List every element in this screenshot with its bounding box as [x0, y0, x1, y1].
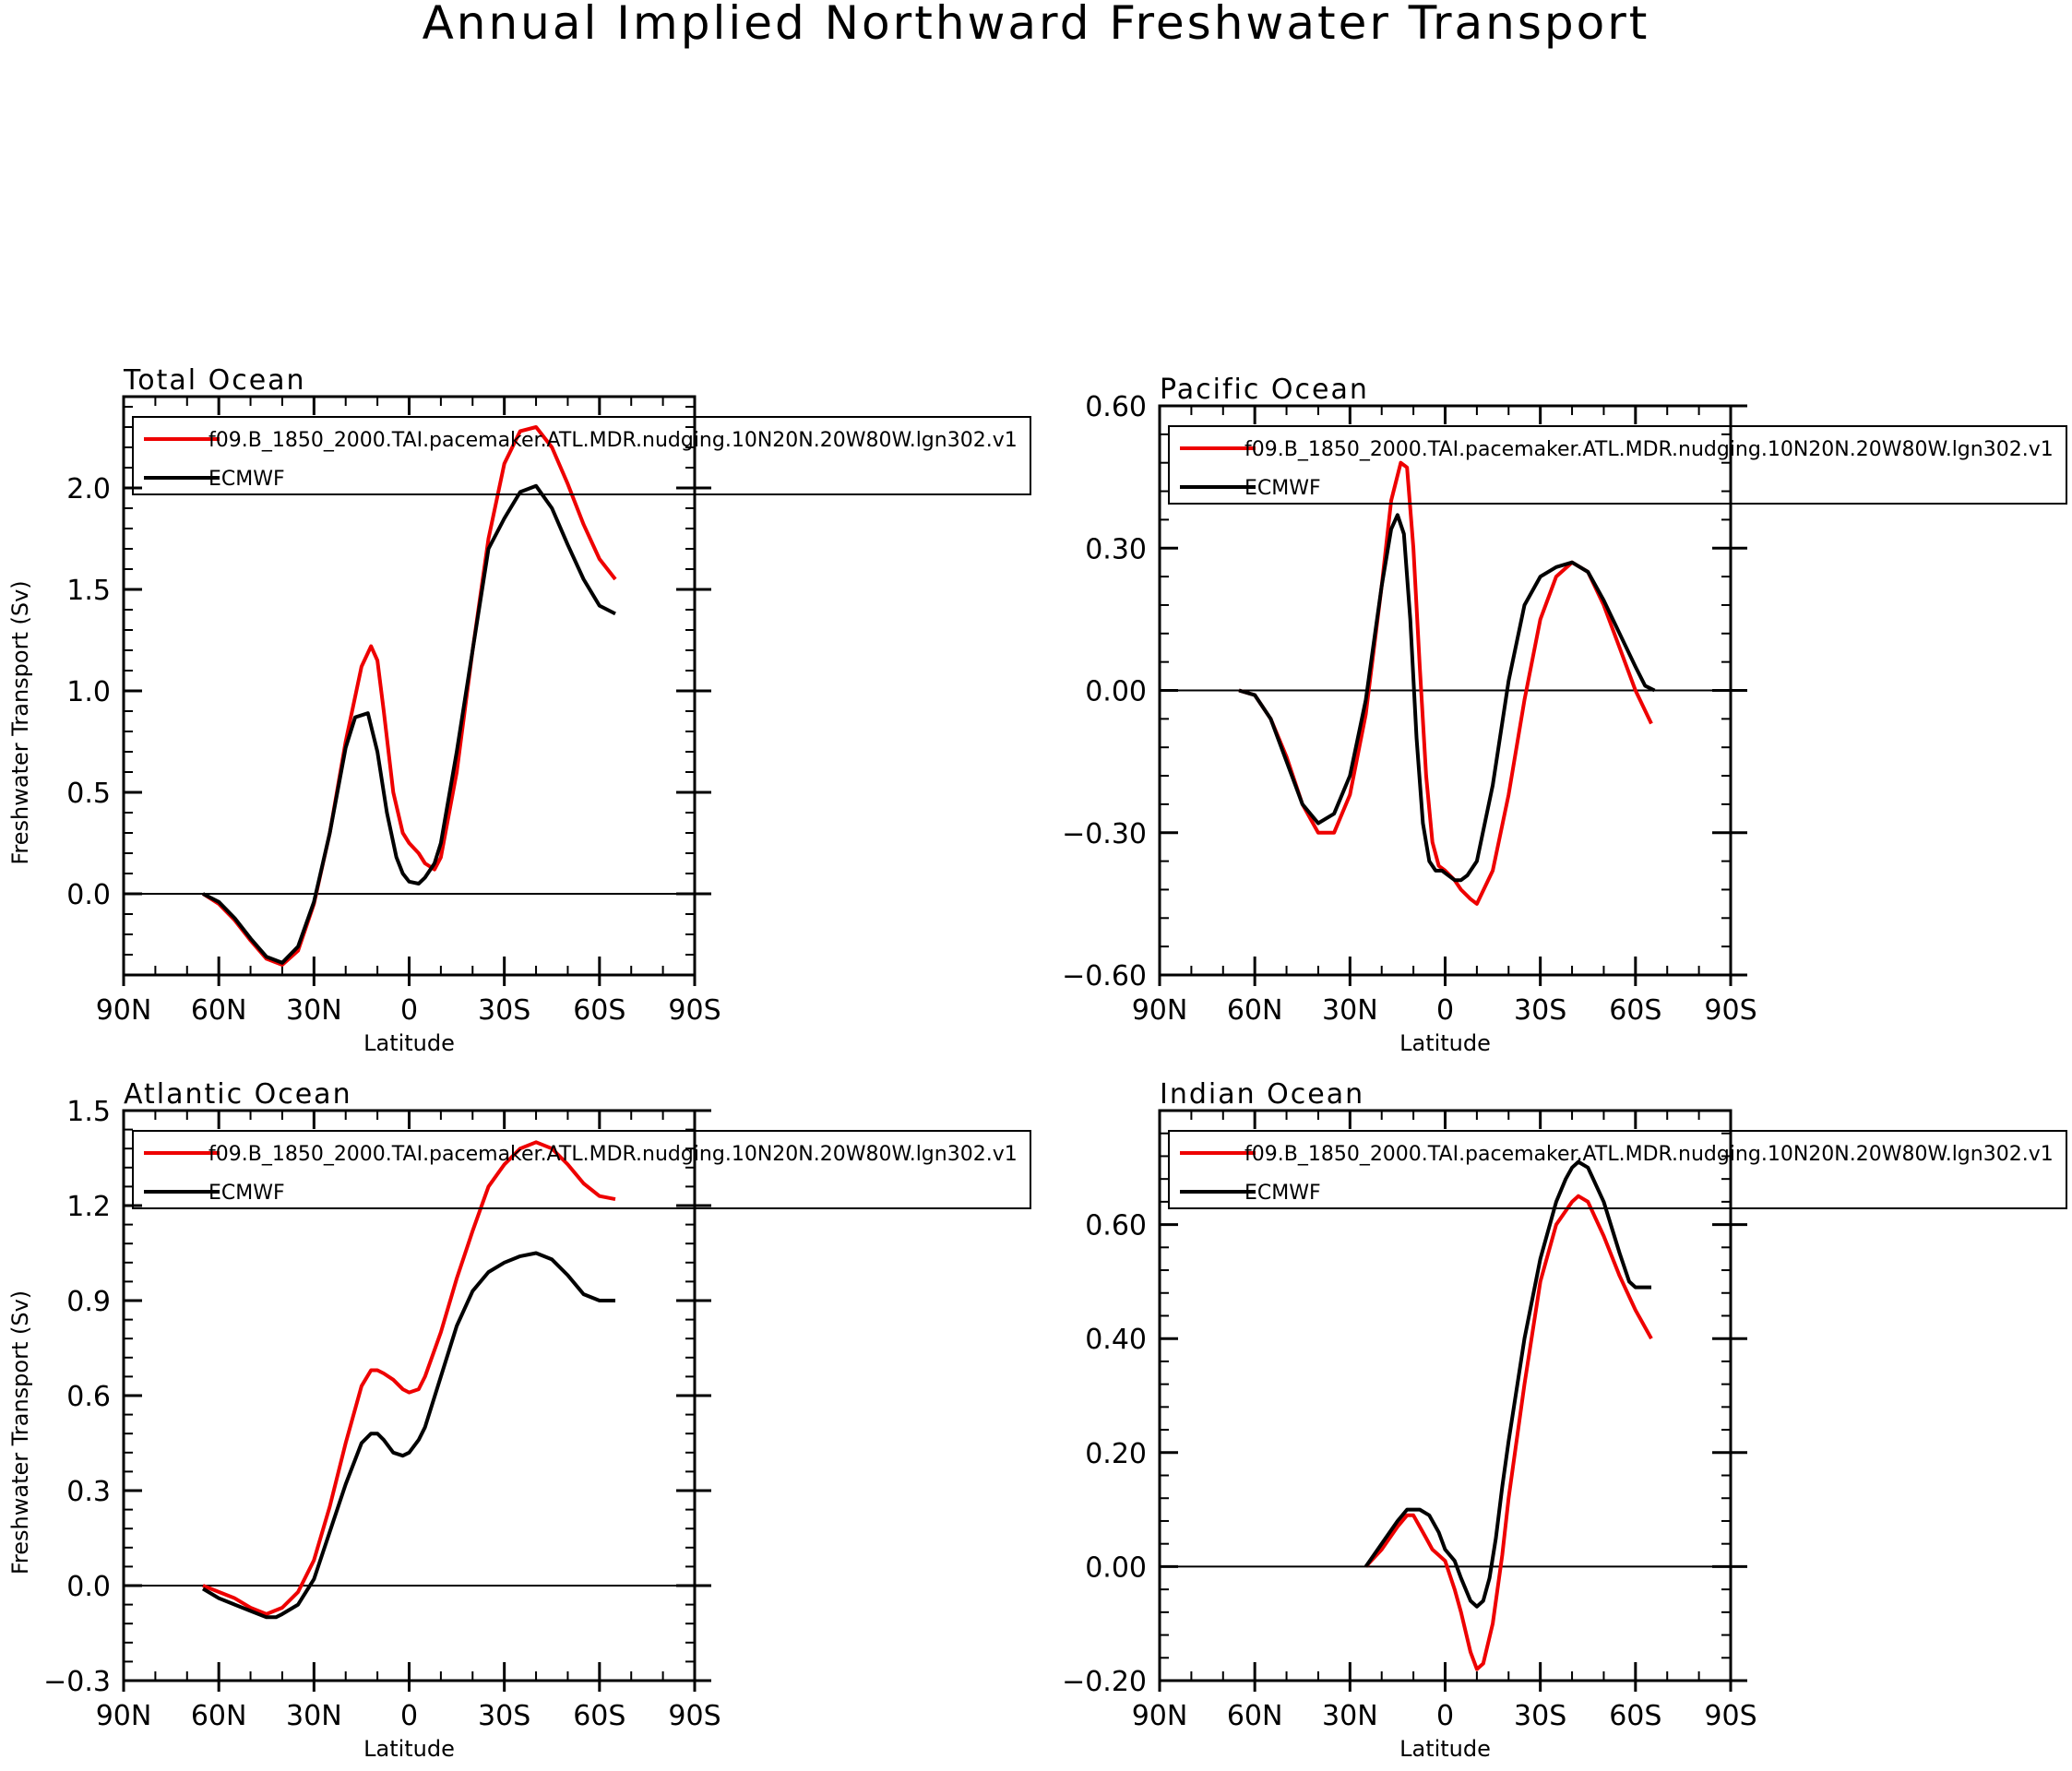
plot-frame	[1158, 1109, 1733, 1682]
legend-entry: ECMWF	[208, 1182, 285, 1205]
x-tick-label: 30S	[478, 994, 530, 1027]
x-tick-label: 0	[1436, 994, 1454, 1027]
legend-box	[1168, 1130, 2067, 1209]
legend-box	[132, 416, 1031, 495]
y-axis-label: Freshwater Transport (Sv)	[7, 580, 33, 864]
x-tick-label: 90N	[96, 1700, 152, 1732]
x-tick-label: 90N	[1132, 994, 1188, 1027]
x-tick-label: 60S	[1609, 1700, 1661, 1732]
panel-indian-ocean: Indian Ocean 90N 60N 30N 0 30S 60S 90S −0.20 0.00…	[1062, 1078, 2067, 1762]
x-tick-label: 30N	[1322, 1700, 1378, 1732]
x-tick-label: 0	[1436, 1700, 1454, 1732]
x-tick-label: 60N	[1227, 994, 1283, 1027]
legend: f09.B_1850_2000.TAI.pacemaker.ATL.MDR.nu…	[1168, 1130, 2067, 1209]
y-tick-label: 0.6	[66, 1381, 111, 1413]
x-tick-label: 60S	[573, 994, 625, 1027]
panel-title: Pacific Ocean	[1160, 374, 1369, 406]
plot-frame	[1158, 404, 1733, 977]
y-tick-label: −0.3	[43, 1666, 111, 1698]
y-tick-label: −0.30	[1062, 818, 1147, 850]
legend-entry: f09.B_1850_2000.TAI.pacemaker.ATL.MDR.nu…	[1244, 1143, 2054, 1166]
panel-pacific-ocean: Pacific Ocean 90N 60N 30N 0 30S 60S 90S −0.60 −0.…	[1062, 374, 2067, 1056]
legend-box	[1168, 425, 2067, 505]
legend: f09.B_1850_2000.TAI.pacemaker.ATL.MDR.nu…	[1168, 425, 2067, 505]
series-line-ecmwf	[1363, 1159, 1651, 1609]
panels: Total Ocean 90N 60N 30N 0 30S 60S 90S 0.0 0.5 1.0 1…	[7, 364, 2067, 1762]
panel-total-ocean: Total Ocean 90N 60N 30N 0 30S 60S 90S 0.0 0.5 1.0 1…	[7, 364, 1031, 1056]
x-tick-label: 90S	[1704, 1700, 1756, 1732]
series-line-ecmwf	[201, 1251, 615, 1620]
x-axis-label: Latitude	[363, 1736, 455, 1762]
x-tick-label: 30N	[1322, 994, 1378, 1027]
series-line-ecmwf	[202, 483, 616, 965]
x-axis-label: Latitude	[1399, 1736, 1491, 1762]
y-tick-label: 0.60	[1085, 1210, 1147, 1242]
y-tick-label: 2.0	[66, 473, 111, 505]
series-line-model	[202, 1140, 616, 1616]
x-tick-label: 60S	[573, 1700, 625, 1732]
x-tick-label: 0	[400, 994, 418, 1027]
x-tick-label: 60N	[1227, 1700, 1283, 1732]
x-tick-label: 30N	[286, 1700, 342, 1732]
legend: f09.B_1850_2000.TAI.pacemaker.ATL.MDR.nu…	[132, 1130, 1031, 1209]
x-tick-label: 30S	[1514, 1700, 1566, 1732]
panel-title: Total Ocean	[123, 364, 306, 397]
y-tick-label: 1.5	[66, 1096, 111, 1128]
x-tick-label: 90S	[668, 994, 720, 1027]
y-tick-label: 1.0	[66, 676, 111, 708]
y-tick-label: 0.20	[1085, 1438, 1147, 1470]
y-tick-label: 0.9	[66, 1286, 111, 1318]
series-line-ecmwf	[1238, 513, 1656, 883]
panel-title: Indian Ocean	[1160, 1078, 1364, 1111]
main-title: Annual Implied Northward Freshwater Tran…	[423, 0, 1650, 50]
y-tick-label: 0.3	[66, 1476, 111, 1508]
y-tick-label: 0.5	[66, 778, 111, 810]
x-tick-label: 30S	[478, 1700, 530, 1732]
series-line-model	[1238, 460, 1653, 906]
y-tick-label: 0.00	[1085, 1551, 1147, 1584]
y-tick-label: 0.0	[66, 879, 111, 911]
y-tick-label: 1.5	[66, 575, 111, 607]
y-tick-label: 0.60	[1085, 391, 1147, 423]
legend-entry: f09.B_1850_2000.TAI.pacemaker.ATL.MDR.nu…	[208, 429, 1018, 452]
x-tick-label: 0	[400, 1700, 418, 1732]
plot-frame	[122, 1109, 697, 1682]
x-tick-label: 30S	[1514, 994, 1566, 1027]
y-tick-label: −0.60	[1062, 960, 1147, 992]
y-tick-label: 1.2	[66, 1191, 111, 1223]
x-tick-label: 90S	[668, 1700, 720, 1732]
legend-entry: ECMWF	[1244, 1182, 1321, 1205]
y-tick-label: −0.20	[1062, 1666, 1147, 1698]
x-tick-label: 90S	[1704, 994, 1756, 1027]
legend-entry: f09.B_1850_2000.TAI.pacemaker.ATL.MDR.nu…	[208, 1143, 1018, 1166]
legend-entry: ECMWF	[1244, 477, 1321, 500]
series-line-model	[1364, 1194, 1653, 1671]
legend: f09.B_1850_2000.TAI.pacemaker.ATL.MDR.nu…	[132, 416, 1031, 495]
x-tick-label: 90N	[96, 994, 152, 1027]
panel-title: Atlantic Ocean	[124, 1078, 352, 1111]
y-axis-label: Freshwater Transport (Sv)	[7, 1290, 33, 1575]
legend-box	[132, 1130, 1031, 1209]
x-tick-label: 60N	[191, 1700, 247, 1732]
y-tick-label: 0.40	[1085, 1324, 1147, 1356]
legend-entry: f09.B_1850_2000.TAI.pacemaker.ATL.MDR.nu…	[1244, 438, 2054, 461]
x-tick-label: 30N	[286, 994, 342, 1027]
legend-entry: ECMWF	[208, 468, 285, 491]
x-tick-label: 60N	[191, 994, 247, 1027]
plot-frame	[122, 395, 697, 977]
x-axis-label: Latitude	[363, 1030, 455, 1056]
y-tick-label: 0.00	[1085, 676, 1147, 708]
x-tick-label: 60S	[1609, 994, 1661, 1027]
y-tick-label: 0.30	[1085, 533, 1147, 565]
x-axis-label: Latitude	[1399, 1030, 1491, 1056]
x-tick-label: 90N	[1132, 1700, 1188, 1732]
y-tick-label: 0.0	[66, 1571, 111, 1603]
panel-atlantic-ocean: Atlantic Ocean 90N 60N 30N 0 30S 60S 90S −0.3 0.0…	[7, 1078, 1031, 1762]
